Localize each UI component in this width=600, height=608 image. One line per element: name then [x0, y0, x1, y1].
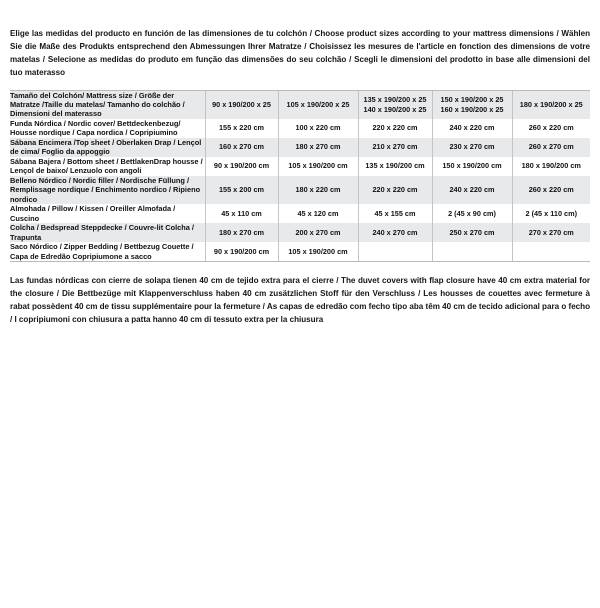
table-row: Almohada / Pillow / Kissen / Oreiller Al…	[10, 204, 590, 224]
row-label: Sábana Encimera /Top sheet / Oberlaken D…	[10, 137, 205, 157]
table-cell: 135 x 190/200 cm	[357, 156, 432, 176]
table-cell: 100 x 220 cm	[277, 118, 358, 138]
table-cell: 90 x 190/200 cm	[204, 156, 278, 176]
size-table-container: Tamaño del Colchón/ Mattress size / Größ…	[10, 89, 590, 262]
table-row: Saco Nórdico / Zipper Bedding / Bettbezu…	[10, 242, 590, 261]
footnote-paragraph: Las fundas nórdicas con cierre de solapa…	[10, 275, 590, 325]
table-cell: 105 x 190/200 cm	[277, 242, 358, 261]
table-cell: 2 (45 x 90 cm)	[431, 204, 512, 224]
row-label: Funda Nórdica / Nordic cover/ Bettdecken…	[10, 118, 205, 138]
table-cell: 2 (45 x 110 cm)	[511, 204, 590, 224]
table-cell: 240 x 220 cm	[431, 175, 512, 205]
table-row: Belleno Nórdico / Nordic filler / Nordis…	[10, 175, 590, 205]
table-cell: 180 x 190/200 cm	[511, 156, 590, 176]
table-cell: 180 x 270 cm	[204, 223, 278, 243]
table-cell: 250 x 270 cm	[431, 223, 512, 243]
table-cell: 45 x 120 cm	[277, 204, 358, 224]
table-header-cell-2: 135 x 190/200 x 25 140 x 190/200 x 25	[357, 90, 432, 119]
table-cell: 45 x 155 cm	[357, 204, 432, 224]
table-cell: 240 x 220 cm	[431, 118, 512, 138]
table-cell: 200 x 270 cm	[277, 223, 358, 243]
table-header-cell-0: 90 x 190/200 x 25	[204, 90, 278, 119]
row-label: Colcha / Bedspread Steppdecke / Couvre-l…	[10, 223, 205, 243]
table-cell: 150 x 190/200 cm	[431, 156, 512, 176]
table-header-cell-4: 180 x 190/200 x 25	[511, 90, 590, 119]
table-cell	[357, 242, 432, 261]
table-row: Colcha / Bedspread Steppdecke / Couvre-l…	[10, 223, 590, 243]
table-cell: 180 x 270 cm	[277, 137, 358, 157]
table-cell: 105 x 190/200 cm	[277, 156, 358, 176]
table-cell: 260 x 270 cm	[511, 137, 590, 157]
table-row: Sábana Encimera /Top sheet / Oberlaken D…	[10, 137, 590, 157]
size-table-body: Tamaño del Colchón/ Mattress size / Größ…	[10, 90, 590, 261]
table-cell: 240 x 270 cm	[357, 223, 432, 243]
row-label: Belleno Nórdico / Nordic filler / Nordis…	[10, 175, 205, 205]
table-cell: 260 x 220 cm	[511, 118, 590, 138]
row-label: Almohada / Pillow / Kissen / Oreiller Al…	[10, 204, 205, 224]
table-cell: 155 x 200 cm	[204, 175, 278, 205]
table-cell: 180 x 220 cm	[277, 175, 358, 205]
row-label: Saco Nórdico / Zipper Bedding / Bettbezu…	[10, 242, 205, 261]
row-label: Sábana Bajera / Bottom sheet / Bettlaken…	[10, 156, 205, 176]
table-cell	[511, 242, 590, 261]
table-cell: 155 x 220 cm	[204, 118, 278, 138]
size-table: Tamaño del Colchón/ Mattress size / Größ…	[10, 90, 590, 261]
table-cell: 220 x 220 cm	[357, 118, 432, 138]
table-header-label: Tamaño del Colchón/ Mattress size / Größ…	[10, 90, 205, 119]
table-cell: 260 x 220 cm	[511, 175, 590, 205]
table-row: Sábana Bajera / Bottom sheet / Bettlaken…	[10, 156, 590, 176]
table-cell: 90 x 190/200 cm	[204, 242, 278, 261]
table-cell: 160 x 270 cm	[204, 137, 278, 157]
table-cell	[431, 242, 512, 261]
table-cell: 220 x 220 cm	[357, 175, 432, 205]
table-cell: 45 x 110 cm	[204, 204, 278, 224]
table-cell: 230 x 270 cm	[431, 137, 512, 157]
table-header-cell-1: 105 x 190/200 x 25	[277, 90, 358, 119]
table-row: Funda Nórdica / Nordic cover/ Bettdecken…	[10, 118, 590, 138]
table-cell: 210 x 270 cm	[357, 137, 432, 157]
table-cell: 270 x 270 cm	[511, 223, 590, 243]
size-guide-page: Elige las medidas del producto en funció…	[0, 8, 600, 608]
intro-paragraph: Elige las medidas del producto en funció…	[10, 29, 590, 78]
table-header-cell-3: 150 x 190/200 x 25 160 x 190/200 x 25	[431, 90, 512, 119]
table-header-row: Tamaño del Colchón/ Mattress size / Größ…	[10, 90, 590, 119]
